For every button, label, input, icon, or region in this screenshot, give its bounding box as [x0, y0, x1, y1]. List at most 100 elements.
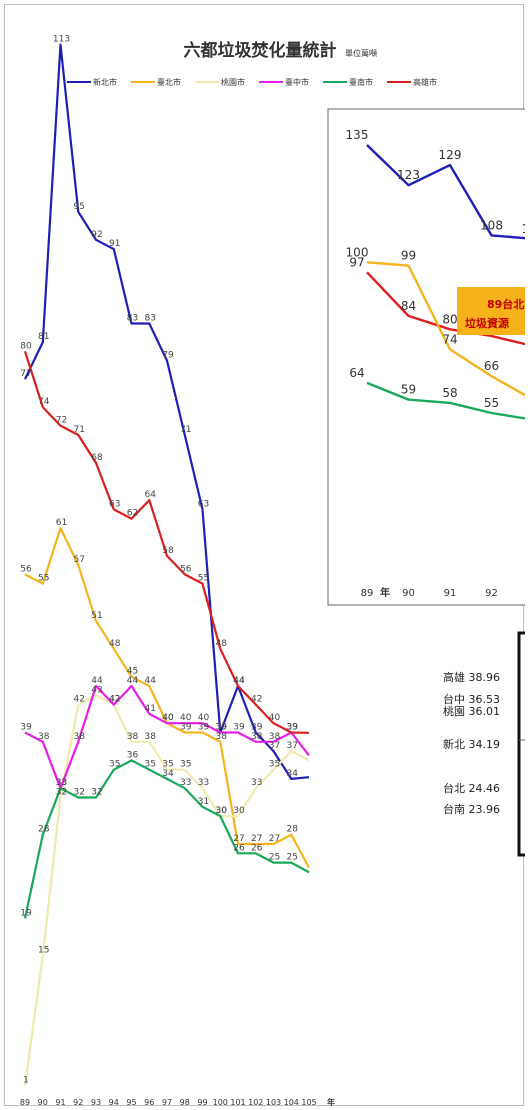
data-label-s3-92: 42: [74, 695, 85, 705]
inset-label-s1-90: 123: [397, 168, 420, 182]
data-label-s4-91: 33: [56, 778, 67, 788]
inset-label-s3-91: 74: [442, 332, 457, 346]
data-label-s1-95: 83: [127, 313, 138, 323]
data-label-s4-102: 38: [251, 732, 263, 742]
x-tick-103: 103: [266, 1098, 281, 1107]
inset-label-s4-91: 58: [442, 386, 457, 400]
data-label-s2-100: 38: [216, 732, 228, 742]
x-tick-92: 92: [73, 1098, 83, 1107]
data-label-s5-95: 36: [127, 750, 139, 760]
chart-subtitle: 單位萬噸: [345, 48, 377, 58]
inset-label-s1-93: 107: [522, 222, 525, 236]
inset-label-s1-92: 108: [480, 218, 503, 232]
data-label-s6-89: 80: [20, 341, 32, 351]
second-inset-frame: [517, 631, 525, 857]
data-label-s3-97: 35: [162, 760, 173, 770]
inset-label-s4-89: 64: [349, 366, 364, 380]
data-label-s6-90: 74: [38, 397, 50, 407]
data-label-s5-100: 30: [216, 806, 228, 816]
data-label-s6-100: 48: [216, 639, 228, 649]
data-label-s3-89: 1: [23, 1076, 29, 1086]
data-label-s3-101: 30: [233, 806, 245, 816]
data-label-s2-104: 28: [287, 825, 299, 835]
data-label-s6-101: 44: [233, 676, 245, 686]
series-line-3: [23, 694, 310, 1086]
x-tick-101: 101: [230, 1098, 245, 1107]
inset-label-s1-89: 135: [346, 128, 369, 142]
series-line-4: [24, 684, 310, 790]
x-tick-98: 98: [180, 1098, 190, 1107]
inset-label-s2-91: 80: [442, 312, 457, 326]
data-label-s6-94: 63: [109, 499, 120, 509]
data-label-s1-92: 95: [74, 202, 85, 212]
inset-label-s1-91: 129: [439, 148, 462, 162]
data-label-s2-102: 27: [251, 834, 262, 844]
x-tick-90: 90: [38, 1098, 48, 1107]
data-label-s1-104: 34: [287, 769, 299, 779]
x-tick-105: 105: [301, 1098, 316, 1107]
inset-note-box: [457, 287, 525, 335]
data-label-s2-99: 39: [198, 722, 210, 732]
data-label-s6-95: 62: [127, 509, 138, 519]
data-label-s5-104: 25: [287, 853, 298, 863]
x-axis-unit: 年: [327, 1097, 335, 1107]
inset-series-line-3: [366, 261, 525, 397]
data-label-s6-99: 55: [198, 574, 209, 584]
inset-label-s4-90: 59: [401, 383, 416, 397]
end-label-s6: 高雄 38.96: [443, 670, 500, 684]
data-label-s1-97: 79: [162, 351, 174, 361]
data-label-s4-101: 39: [233, 722, 245, 732]
data-label-s3-103: 35: [269, 760, 280, 770]
data-label-s2-90: 55: [38, 574, 49, 584]
inset-label-s2-90: 84: [401, 299, 416, 313]
chart-title: 六都垃圾焚化量統計: [184, 40, 337, 61]
main-plot: 77 81 113 95 92 91 83 83 79 71 63 39 44 39 37 34 56 55 61 5…: [20, 35, 310, 1086]
x-tick-99: 99: [197, 1098, 207, 1107]
inset-x-tick-89: 89: [361, 588, 374, 599]
data-label-s4-93: 44: [91, 676, 103, 686]
data-label-s3-104: 37: [287, 741, 298, 751]
x-tick-96: 96: [144, 1098, 154, 1107]
x-tick-97: 97: [162, 1098, 172, 1107]
x-tick-100: 100: [213, 1098, 228, 1107]
data-label-s6-104: 39: [287, 722, 299, 732]
legend-label-4: 臺中市: [285, 77, 309, 87]
x-tick-93: 93: [91, 1098, 101, 1107]
inset-label-s2-89: 97: [349, 255, 364, 269]
inset-plot: 1351231291081079784807875100997466596459…: [346, 128, 525, 420]
end-label-s2: 台北 24.46: [443, 781, 500, 795]
data-label-s1-101: 44: [233, 676, 245, 686]
data-label-s1-103: 37: [269, 741, 280, 751]
series-line-1: [24, 43, 310, 781]
data-label-s1-96: 83: [145, 313, 156, 323]
data-label-s2-103: 27: [269, 834, 280, 844]
series-line-5: [23, 759, 310, 919]
inset-x-tick-92: 92: [485, 588, 498, 599]
data-label-s6-102: 42: [251, 695, 262, 705]
legend-label-6: 高雄市: [413, 77, 437, 87]
data-label-s3-91: 32: [56, 788, 67, 798]
data-label-s4-100: 39: [216, 722, 228, 732]
x-tick-95: 95: [126, 1098, 136, 1107]
x-axis: 89 90 91 92 93 94 95 96 97 98 99 100 101 102 103 104 105…: [20, 1097, 335, 1107]
data-label-s2-95: 45: [127, 667, 138, 677]
end-label-s5: 台南 23.96: [443, 802, 500, 816]
data-label-s3-99: 33: [198, 778, 209, 788]
data-label-s3-95: 38: [127, 732, 139, 742]
data-label-s1-100: 39: [216, 722, 228, 732]
data-label-s2-96: 44: [145, 676, 157, 686]
data-label-s5-91: 33: [56, 778, 67, 788]
data-label-s2-89: 56: [20, 564, 32, 574]
data-label-s5-98: 33: [180, 778, 191, 788]
legend: 新北市 臺北市 桃園市 臺中市 臺南市 高雄市: [67, 77, 437, 87]
x-tick-104: 104: [284, 1098, 299, 1107]
data-label-s4-95: 44: [127, 676, 139, 686]
data-label-s2-97: 40: [162, 713, 174, 723]
data-label-s4-92: 38: [74, 732, 86, 742]
x-tick-102: 102: [248, 1098, 263, 1107]
data-label-s5-102: 26: [251, 843, 263, 853]
data-label-s2-93: 51: [91, 611, 102, 621]
series-line-6: [23, 350, 310, 734]
inset-series-line-1: [366, 144, 525, 240]
data-label-s6-103: 40: [269, 713, 281, 723]
